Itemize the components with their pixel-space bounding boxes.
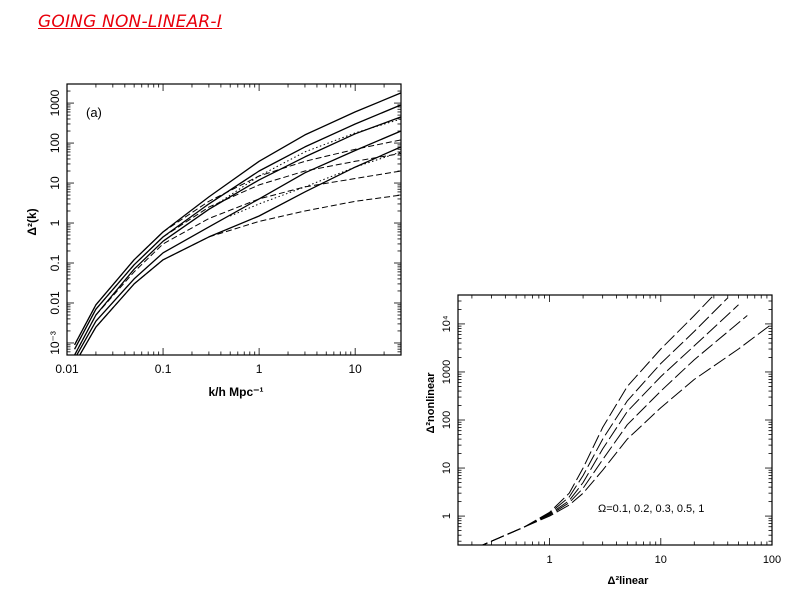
chart-a-series-2-line [74, 104, 401, 350]
chart-b-series-5-line [481, 323, 772, 545]
chart-a-series-4-line [76, 130, 401, 355]
chart-b-y-tick-label: 1 [441, 513, 453, 519]
chart-a-x-tick-label: 10 [348, 362, 362, 376]
chart-a-series-10-line [208, 118, 401, 210]
chart-a-y-axis-label: Δ²(k) [25, 208, 39, 235]
chart-a-series-6-line [79, 194, 401, 355]
chart-a-y-tick-label: 0.1 [48, 254, 62, 271]
chart-b-y-tick-label: 10 [441, 462, 453, 474]
chart-a-x-tick-label: 0.1 [155, 362, 172, 376]
chart-b-x-axis-label: Δ²linear [608, 575, 650, 587]
chart-b-x-tick-label: 100 [763, 554, 781, 566]
chart-b-series-4-line [481, 315, 748, 545]
chart-a-y-tick-label: 1 [48, 219, 62, 226]
chart-b-y-tick-label: 1000 [441, 360, 453, 384]
chart-a-y-tick-label: 100 [48, 133, 62, 153]
slide-title: GOING NON-LINEAR-I [38, 12, 222, 32]
chart-a-y-tick-label: 1000 [48, 89, 62, 116]
chart-b-annotation: Ω=0.1, 0.2, 0.3, 0.5, 1 [598, 503, 704, 515]
chart-a-series-8-line [74, 152, 401, 350]
chart-a-y-tick-label: 10⁻³ [48, 331, 62, 355]
chart-b-y-axis-label: Δ²nonlinear [425, 372, 437, 434]
chart-b-y-tick-label: 100 [441, 411, 453, 429]
chart-a-x-tick-label: 1 [256, 362, 263, 376]
chart-b-x-tick-label: 1 [547, 554, 553, 566]
chart-a-plot-frame [66, 83, 402, 356]
chart-b-axes: 1 10 100 1 10 100 1000 10⁴ [441, 294, 781, 566]
chart-a: (a) 0.01 0.1 1 10 10⁻³ 0.01 0.1 1 10 100 1000 k/h … [25, 83, 402, 399]
chart-a-series-1-line [74, 116, 401, 355]
chart-b-x-tick-label: 10 [655, 554, 667, 566]
chart-a-y-tick-label: 10 [48, 176, 62, 190]
chart-a-series-group [74, 92, 401, 355]
chart-b-series-2-line [481, 297, 729, 545]
chart-a-series-7-line [74, 170, 401, 355]
chart-b-series-3-line [481, 304, 739, 545]
chart-b: 1 10 100 1 10 100 1000 10⁴ Ω=0.1, 0.2, 0.3, 0.5… [425, 294, 781, 587]
chart-a-series-11-line [230, 151, 401, 217]
chart-a-series-3-line [74, 92, 401, 346]
chart-a-x-axis-label: k/h Mpc⁻¹ [208, 385, 263, 399]
chart-a-y-tick-label: 0.01 [48, 291, 62, 315]
chart-a-series-9-line [74, 139, 401, 346]
chart-b-y-tick-label: 10⁴ [441, 315, 453, 332]
chart-a-panel-label: (a) [86, 105, 102, 120]
chart-b-series-1-line [481, 295, 715, 545]
chart-b-series-group [481, 295, 772, 545]
chart-a-axes: 0.01 0.1 1 10 10⁻³ 0.01 0.1 1 10 100 1000 [48, 83, 402, 376]
chart-a-x-tick-label: 0.01 [55, 362, 79, 376]
